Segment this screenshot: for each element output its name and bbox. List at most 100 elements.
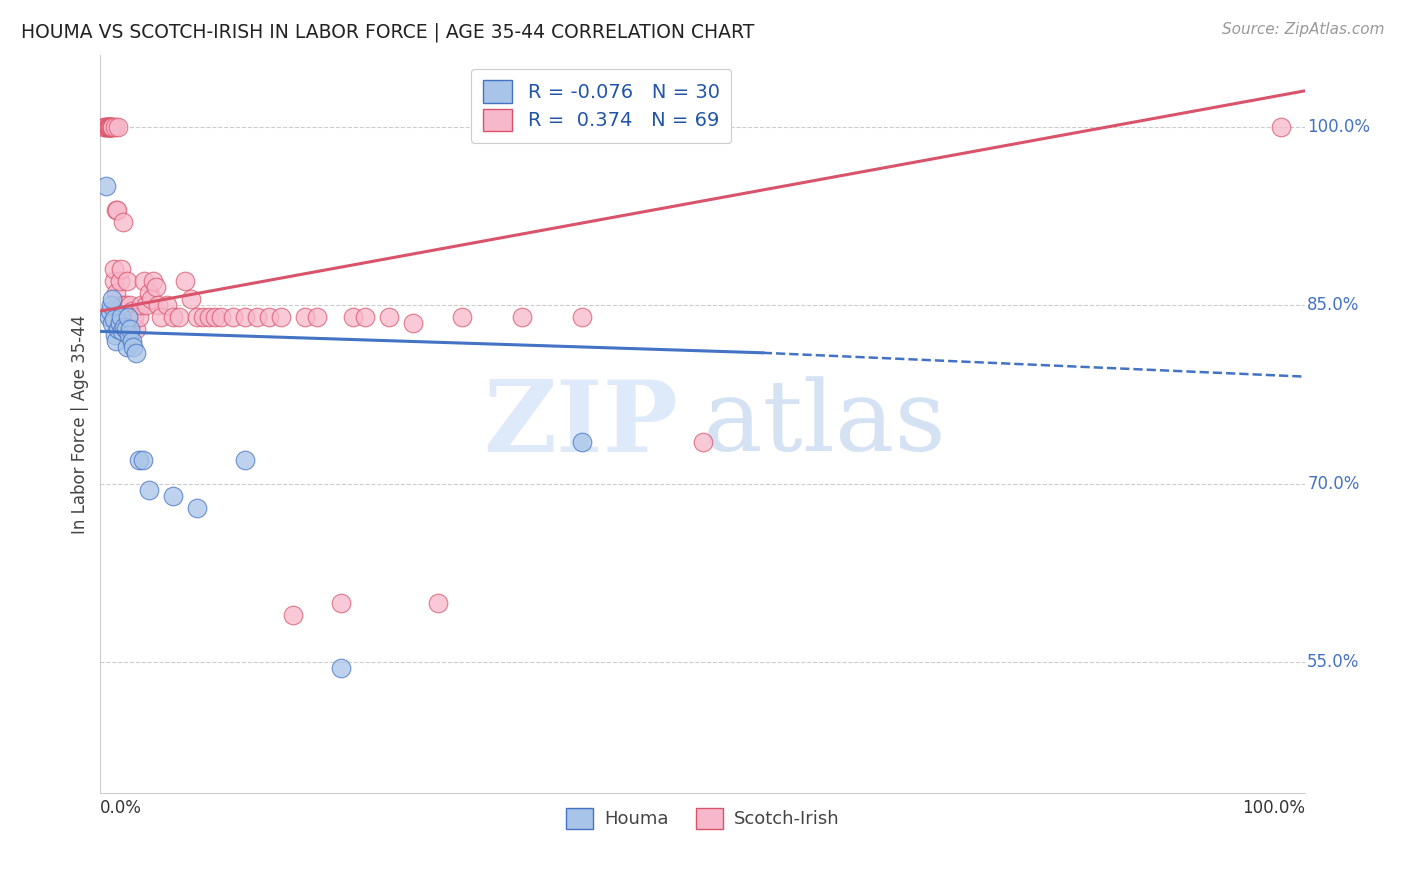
Point: [103, 262, 125, 277]
Point: [222, 310, 245, 324]
Point: [100, 298, 122, 312]
Point: [128, 310, 150, 324]
Legend: Houma, Scotch-Irish: Houma, Scotch-Irish: [558, 801, 846, 836]
Point: [233, 310, 256, 324]
Point: [233, 453, 256, 467]
Point: [107, 322, 129, 336]
Point: [125, 346, 148, 360]
Point: [180, 292, 202, 306]
Point: [98, 304, 121, 318]
Point: [103, 312, 125, 326]
Point: [131, 453, 153, 467]
Point: [122, 340, 145, 354]
Point: [307, 310, 329, 324]
Point: [98, 120, 121, 134]
Text: 55.0%: 55.0%: [1308, 653, 1360, 672]
Point: [197, 310, 219, 324]
Point: [354, 310, 377, 324]
Point: [94, 120, 117, 134]
Point: [104, 327, 127, 342]
Point: [162, 489, 184, 503]
Point: [402, 316, 425, 330]
Point: [149, 310, 172, 324]
Point: [167, 310, 190, 324]
Point: [571, 435, 593, 450]
Point: [101, 316, 124, 330]
Point: [108, 316, 131, 330]
Point: [100, 120, 122, 134]
Point: [330, 661, 353, 675]
Point: [93, 120, 115, 134]
Point: [112, 215, 135, 229]
Point: [294, 310, 316, 324]
Point: [122, 310, 145, 324]
Point: [118, 327, 141, 342]
Point: [155, 298, 177, 312]
Point: [108, 274, 131, 288]
Point: [121, 304, 143, 318]
Point: [103, 274, 125, 288]
Point: [692, 435, 714, 450]
Point: [98, 120, 121, 134]
Point: [111, 324, 134, 338]
Point: [121, 334, 143, 348]
Point: [111, 298, 134, 312]
Point: [101, 120, 124, 134]
Point: [128, 453, 150, 467]
Point: [110, 262, 132, 277]
Point: [104, 120, 127, 134]
Text: ZIP: ZIP: [484, 376, 679, 473]
Point: [97, 120, 120, 134]
Point: [450, 310, 472, 324]
Point: [114, 319, 136, 334]
Text: 100.0%: 100.0%: [1241, 799, 1305, 817]
Point: [135, 298, 157, 312]
Point: [115, 274, 138, 288]
Point: [139, 292, 162, 306]
Point: [257, 310, 280, 324]
Point: [101, 292, 124, 306]
Point: [138, 286, 160, 301]
Point: [186, 500, 208, 515]
Point: [110, 310, 132, 324]
Text: 70.0%: 70.0%: [1308, 475, 1360, 492]
Point: [105, 286, 128, 301]
Point: [571, 310, 593, 324]
Point: [97, 120, 120, 134]
Point: [96, 120, 118, 134]
Text: Source: ZipAtlas.com: Source: ZipAtlas.com: [1222, 22, 1385, 37]
Point: [138, 483, 160, 497]
Point: [105, 334, 128, 348]
Point: [191, 310, 214, 324]
Point: [105, 202, 128, 217]
Point: [186, 310, 208, 324]
Point: [120, 298, 142, 312]
Point: [96, 179, 118, 194]
Point: [97, 310, 120, 324]
Text: 85.0%: 85.0%: [1308, 296, 1360, 314]
Point: [105, 202, 128, 217]
Point: [125, 322, 148, 336]
Point: [426, 596, 449, 610]
Point: [173, 274, 195, 288]
Point: [117, 310, 139, 324]
Point: [129, 298, 152, 312]
Point: [510, 310, 533, 324]
Point: [330, 596, 353, 610]
Point: [97, 120, 120, 134]
Point: [145, 280, 167, 294]
Point: [246, 310, 269, 324]
Point: [342, 310, 364, 324]
Point: [101, 120, 124, 134]
Point: [114, 298, 136, 312]
Point: [114, 322, 136, 336]
Text: atlas: atlas: [703, 376, 945, 472]
Point: [204, 310, 226, 324]
Point: [162, 310, 184, 324]
Text: 0.0%: 0.0%: [100, 799, 142, 817]
Point: [378, 310, 401, 324]
Point: [142, 274, 165, 288]
Point: [281, 607, 304, 622]
Point: [114, 310, 136, 324]
Point: [97, 120, 120, 134]
